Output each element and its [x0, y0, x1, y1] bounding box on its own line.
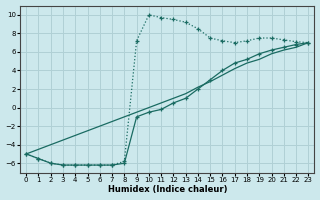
X-axis label: Humidex (Indice chaleur): Humidex (Indice chaleur)	[108, 185, 227, 194]
